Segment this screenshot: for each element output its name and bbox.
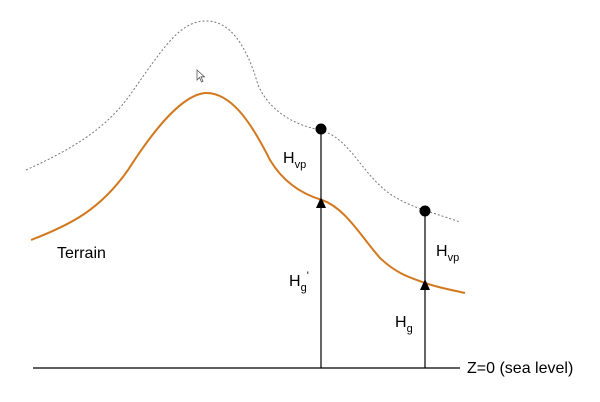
h-vp-right-label: Hvp [436,243,459,264]
terrain-label: Terrain [57,245,106,262]
h-vp-left-label: Hvp [283,150,306,171]
right-viewpoint-marker [419,205,431,217]
right-ground-arrowhead [420,279,430,290]
left-ground-arrowhead [316,197,326,208]
left-viewpoint-marker [315,123,327,135]
terrain-curve [30,91,466,294]
upper-surface-curve [25,20,461,223]
mouse-pointer-icon [196,69,206,83]
h-g-label: Hg [395,314,413,335]
h-g-prime-label: Hg' [289,270,309,294]
sea-level-label: Z=0 (sea level) [467,360,573,377]
